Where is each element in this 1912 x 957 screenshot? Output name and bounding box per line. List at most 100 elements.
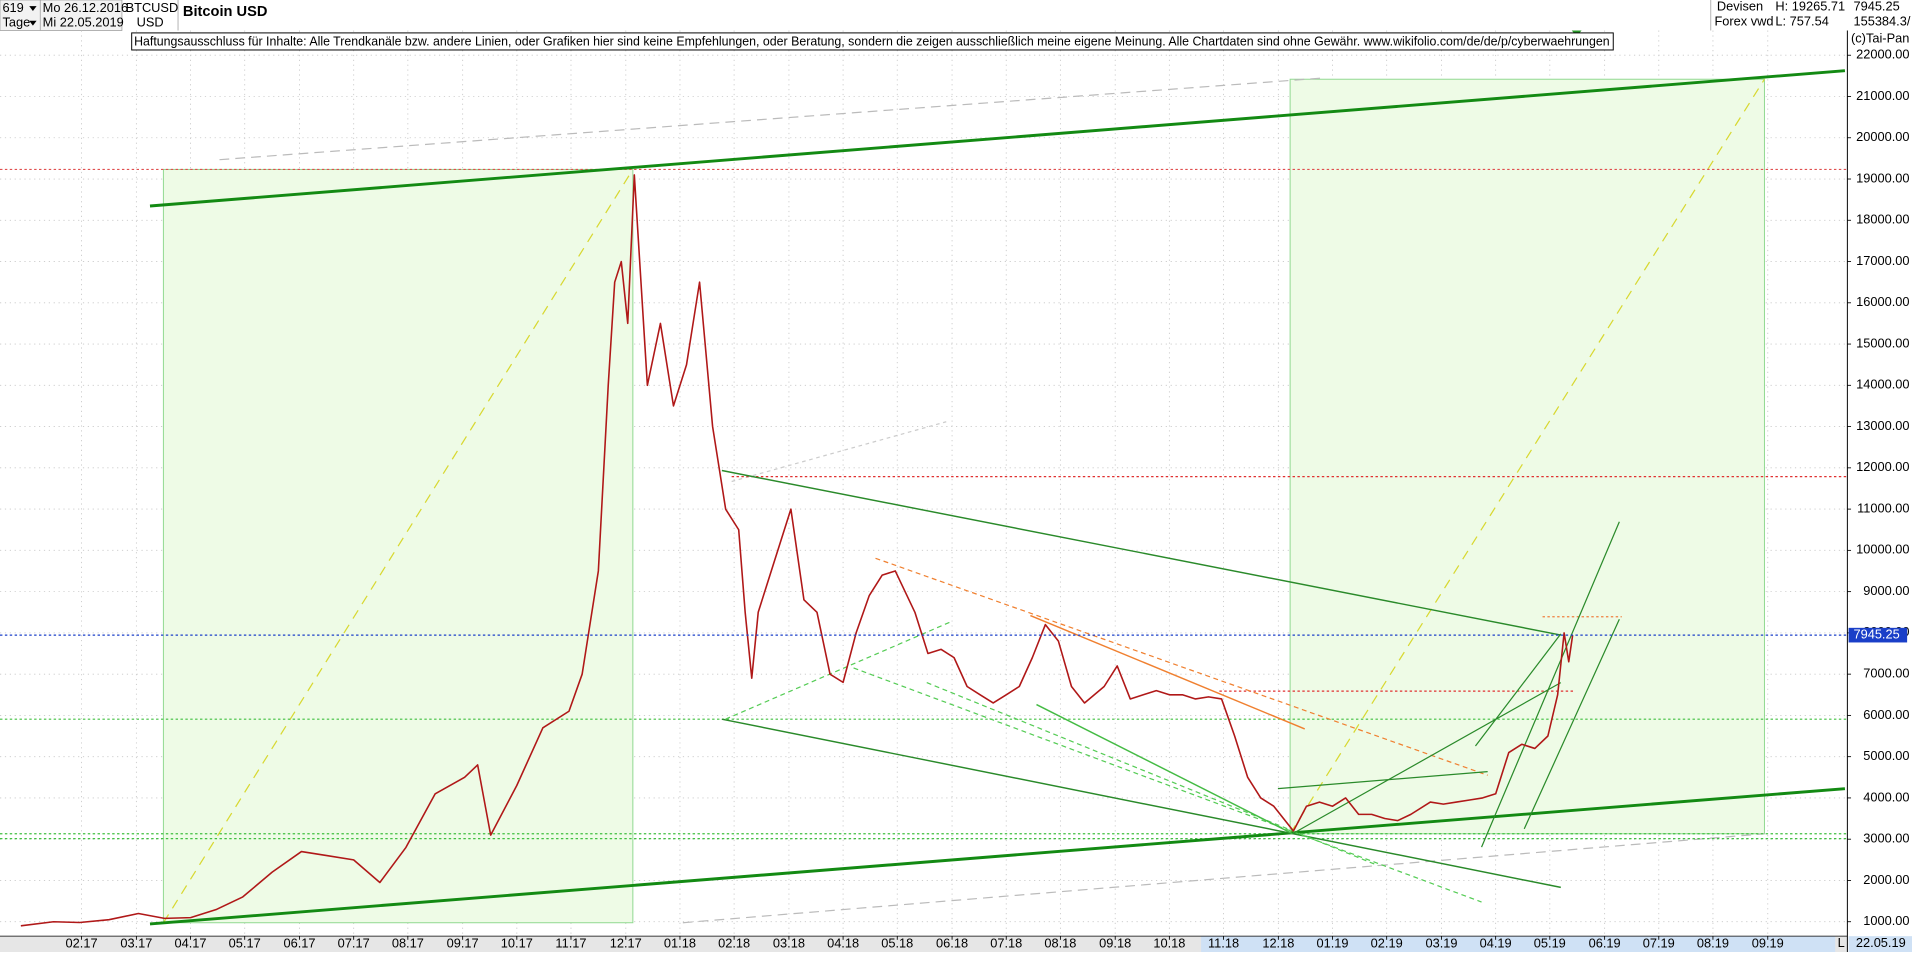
x-tick-label: 09.19 [1752, 935, 1784, 950]
exchange: Devisen [1717, 0, 1763, 14]
x-tick-label: 06.19 [1589, 935, 1621, 950]
date-box [1848, 936, 1912, 952]
plot [0, 174, 1848, 927]
trend-line [725, 621, 952, 720]
helper-line [682, 833, 1765, 924]
x-tick-label: 05.19 [1534, 935, 1566, 950]
dropdown-icon[interactable] [29, 6, 37, 11]
trend-line [149, 787, 1846, 926]
x-tick-label: 06.18 [936, 935, 968, 950]
y-tick-label: 14000.00 [1856, 377, 1909, 392]
end-date: Mi 22.05.2019 [43, 15, 124, 30]
dropdown-icon[interactable] [29, 20, 37, 26]
diagonal [162, 169, 634, 924]
x-tick-label: 02.18 [718, 935, 750, 950]
x-tick-label: 02.17 [66, 935, 98, 950]
y-tick-label: 18000.00 [1856, 212, 1909, 227]
annotations [0, 30, 1848, 926]
x-tick-label: 03.19 [1425, 935, 1457, 950]
x-tick-label: 07.18 [990, 935, 1022, 950]
x-tick-label: 08.18 [1044, 935, 1076, 950]
trend-line [1292, 682, 1562, 835]
x-tick-label: 11.17 [555, 935, 586, 950]
y-tick-label: 15000.00 [1856, 335, 1909, 350]
x-tick-label: 04.17 [175, 935, 207, 950]
y-tick-label: 17000.00 [1856, 253, 1909, 268]
x-tick-label: 01.19 [1316, 935, 1348, 950]
x-tick-label: 12.18 [1262, 935, 1294, 950]
trend-line [149, 69, 1846, 208]
disclaimer-box [131, 32, 1614, 51]
x-tick-label: 05.17 [229, 935, 261, 950]
chart-title: Bitcoin USD [183, 4, 268, 20]
y-tick-label: 2000.00 [1863, 872, 1909, 887]
start-date: Mo 26.12.2016 [43, 0, 128, 15]
trend-line [926, 682, 1379, 867]
trend-line [1036, 703, 1293, 835]
period[interactable]: Tage [2, 15, 30, 30]
trend-line [721, 469, 1561, 636]
high: H: 19265.71 [1775, 0, 1845, 14]
helper-line [219, 77, 1324, 161]
x-tick-label: 04.19 [1480, 935, 1512, 950]
x-tick-label: 05.18 [881, 935, 913, 950]
trend-line [1030, 614, 1306, 730]
scale-mode[interactable]: L [1838, 935, 1845, 950]
x-tick-label: 07.19 [1643, 935, 1675, 950]
header-box [0, 0, 123, 31]
last-date: 22.05.19 [1856, 935, 1906, 950]
x-tick-label: 11.18 [1208, 935, 1239, 950]
trend-line [853, 667, 1482, 903]
y-tick-label: 20000.00 [1856, 129, 1909, 144]
y-tick-label: 11000.00 [1857, 500, 1909, 515]
y-tick-label: 16000.00 [1856, 294, 1909, 309]
helper-line [731, 421, 947, 483]
trend-line [1277, 770, 1488, 790]
copyright: (c)Tai-Pan [1851, 30, 1909, 45]
y-tick-label: 4000.00 [1863, 789, 1909, 804]
x-tick-label: 08.17 [392, 935, 424, 950]
x-tick-label: 09.18 [1099, 935, 1131, 950]
x-tick-label: 03.17 [120, 935, 152, 950]
y-tick-label: 6000.00 [1863, 707, 1909, 722]
x-tick-label: 03.18 [773, 935, 805, 950]
trend-line [1474, 633, 1562, 747]
y-tick-label: 3000.00 [1863, 831, 1909, 846]
x-tick-label: 02.19 [1371, 935, 1403, 950]
x-tick-label: 07.17 [338, 935, 370, 950]
trend-line [721, 718, 1561, 889]
volume: 155384.3/ [1853, 13, 1910, 28]
current-price-label: 7945.25 [1853, 627, 1899, 642]
low: L: 757.54 [1775, 13, 1828, 28]
trend-line [1480, 521, 1620, 848]
y-tick-label: 9000.00 [1863, 583, 1909, 598]
trend-line [875, 557, 1488, 776]
diagonal [1289, 78, 1765, 835]
y-tick-label: 19000.00 [1856, 170, 1909, 185]
count[interactable]: 619 [2, 0, 23, 15]
source: Forex vwd [1714, 13, 1773, 28]
currency: USD [137, 15, 164, 30]
disclaimer: Haftungsausschluss für Inhalte: Alle Tre… [134, 33, 1609, 48]
x-tick-label: 10.17 [501, 935, 533, 950]
y-tick-label: 21000.00 [1856, 88, 1909, 103]
y-tick-label: 22000.00 [1856, 47, 1909, 62]
y-tick-label: 10000.00 [1856, 542, 1909, 557]
x-tick-label: 10.18 [1153, 935, 1185, 950]
x-tick-label: 04.18 [827, 935, 859, 950]
current-price-box [1848, 627, 1908, 643]
y-tick-label: 7000.00 [1863, 666, 1909, 681]
y-tick-label: 12000.00 [1856, 459, 1909, 474]
x-tick-label: 01.18 [664, 935, 696, 950]
y-tick-label: 5000.00 [1863, 748, 1909, 763]
trend-line [1523, 618, 1620, 830]
symbol: BTCUSD [126, 0, 179, 15]
last-price: 7945.25 [1853, 0, 1899, 14]
y-tick-label: 13000.00 [1856, 418, 1909, 433]
x-tick-label: 08.19 [1697, 935, 1729, 950]
y-tick-label: 1000.00 [1863, 913, 1909, 928]
x-tick-label: 12.17 [610, 935, 642, 950]
price-line [20, 174, 1574, 927]
